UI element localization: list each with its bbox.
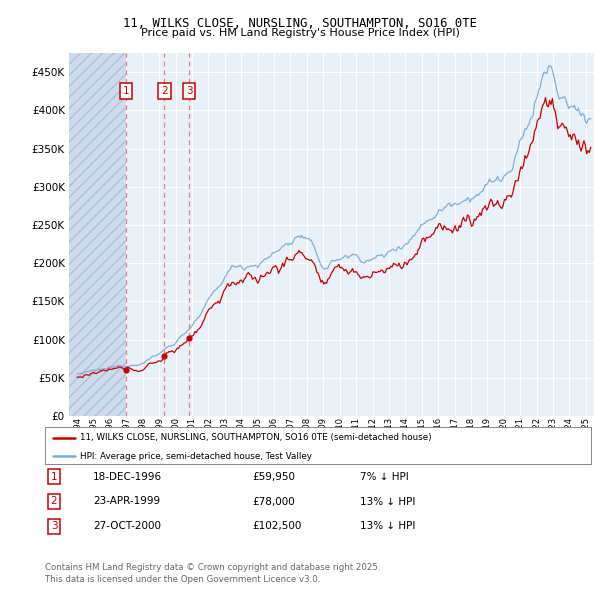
Text: 7% ↓ HPI: 7% ↓ HPI [360,472,409,481]
Text: 13% ↓ HPI: 13% ↓ HPI [360,522,415,531]
Text: 2: 2 [161,86,167,96]
Text: Price paid vs. HM Land Registry's House Price Index (HPI): Price paid vs. HM Land Registry's House … [140,28,460,38]
Text: 18-DEC-1996: 18-DEC-1996 [93,472,162,481]
Text: 1: 1 [50,472,58,481]
Text: 3: 3 [50,522,58,531]
Text: £102,500: £102,500 [252,522,301,531]
Text: 23-APR-1999: 23-APR-1999 [93,497,160,506]
Text: 1: 1 [122,86,129,96]
Text: 11, WILKS CLOSE, NURSLING, SOUTHAMPTON, SO16 0TE (semi-detached house): 11, WILKS CLOSE, NURSLING, SOUTHAMPTON, … [80,433,432,442]
Text: £59,950: £59,950 [252,472,295,481]
Text: 27-OCT-2000: 27-OCT-2000 [93,522,161,531]
Text: 2: 2 [50,497,58,506]
Text: HPI: Average price, semi-detached house, Test Valley: HPI: Average price, semi-detached house,… [80,452,313,461]
Text: 3: 3 [186,86,193,96]
Text: 13% ↓ HPI: 13% ↓ HPI [360,497,415,506]
Bar [69,53,126,416]
Text: Contains HM Land Registry data © Crown copyright and database right 2025.
This d: Contains HM Land Registry data © Crown c… [45,563,380,584]
Text: 11, WILKS CLOSE, NURSLING, SOUTHAMPTON, SO16 0TE: 11, WILKS CLOSE, NURSLING, SOUTHAMPTON, … [123,17,477,30]
Text: £78,000: £78,000 [252,497,295,506]
